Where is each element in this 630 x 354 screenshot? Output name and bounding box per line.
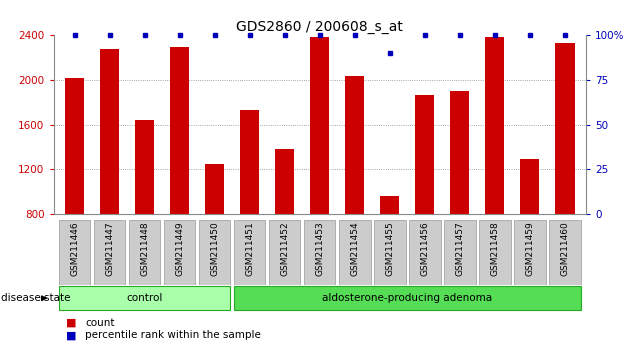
Text: GSM211448: GSM211448 xyxy=(140,221,149,276)
Bar xyxy=(240,110,260,214)
FancyBboxPatch shape xyxy=(234,220,265,285)
Bar xyxy=(485,36,505,214)
Bar xyxy=(310,36,329,214)
Title: GDS2860 / 200608_s_at: GDS2860 / 200608_s_at xyxy=(236,21,403,34)
FancyBboxPatch shape xyxy=(514,220,546,285)
Text: percentile rank within the sample: percentile rank within the sample xyxy=(85,330,261,341)
Bar xyxy=(415,95,435,214)
FancyBboxPatch shape xyxy=(409,220,440,285)
FancyBboxPatch shape xyxy=(444,220,476,285)
Text: GSM211456: GSM211456 xyxy=(420,221,429,276)
Bar xyxy=(555,43,575,214)
FancyBboxPatch shape xyxy=(94,220,125,285)
Text: control: control xyxy=(127,293,163,303)
Bar xyxy=(450,91,469,214)
FancyBboxPatch shape xyxy=(234,286,581,310)
Bar xyxy=(170,47,189,214)
Text: GSM211460: GSM211460 xyxy=(561,221,570,276)
FancyBboxPatch shape xyxy=(59,220,90,285)
Text: GSM211450: GSM211450 xyxy=(210,221,219,276)
Bar xyxy=(100,49,119,214)
Text: ■: ■ xyxy=(66,318,77,328)
Text: GSM211455: GSM211455 xyxy=(386,221,394,276)
Bar xyxy=(380,196,399,214)
Text: GSM211454: GSM211454 xyxy=(350,221,359,276)
Text: GSM211458: GSM211458 xyxy=(490,221,500,276)
Text: ■: ■ xyxy=(66,330,77,341)
Bar xyxy=(345,76,364,214)
Text: GSM211447: GSM211447 xyxy=(105,221,114,276)
FancyBboxPatch shape xyxy=(479,220,510,285)
FancyBboxPatch shape xyxy=(199,220,231,285)
Text: GSM211452: GSM211452 xyxy=(280,221,289,276)
FancyBboxPatch shape xyxy=(374,220,406,285)
FancyBboxPatch shape xyxy=(304,220,336,285)
FancyBboxPatch shape xyxy=(549,220,581,285)
FancyBboxPatch shape xyxy=(339,220,370,285)
Bar xyxy=(65,78,84,214)
Text: GSM211451: GSM211451 xyxy=(245,221,254,276)
Text: disease state: disease state xyxy=(1,293,71,303)
FancyBboxPatch shape xyxy=(59,286,231,310)
FancyBboxPatch shape xyxy=(129,220,161,285)
Bar xyxy=(520,159,539,214)
Bar xyxy=(275,149,294,214)
Text: GSM211446: GSM211446 xyxy=(70,221,79,276)
FancyBboxPatch shape xyxy=(269,220,301,285)
Text: GSM211457: GSM211457 xyxy=(455,221,464,276)
Text: aldosterone-producing adenoma: aldosterone-producing adenoma xyxy=(322,293,493,303)
Bar xyxy=(205,164,224,214)
FancyBboxPatch shape xyxy=(164,220,195,285)
Text: count: count xyxy=(85,318,115,328)
Text: GSM211449: GSM211449 xyxy=(175,221,184,276)
Bar xyxy=(135,120,154,214)
Text: GSM211453: GSM211453 xyxy=(315,221,324,276)
Text: GSM211459: GSM211459 xyxy=(525,221,534,276)
